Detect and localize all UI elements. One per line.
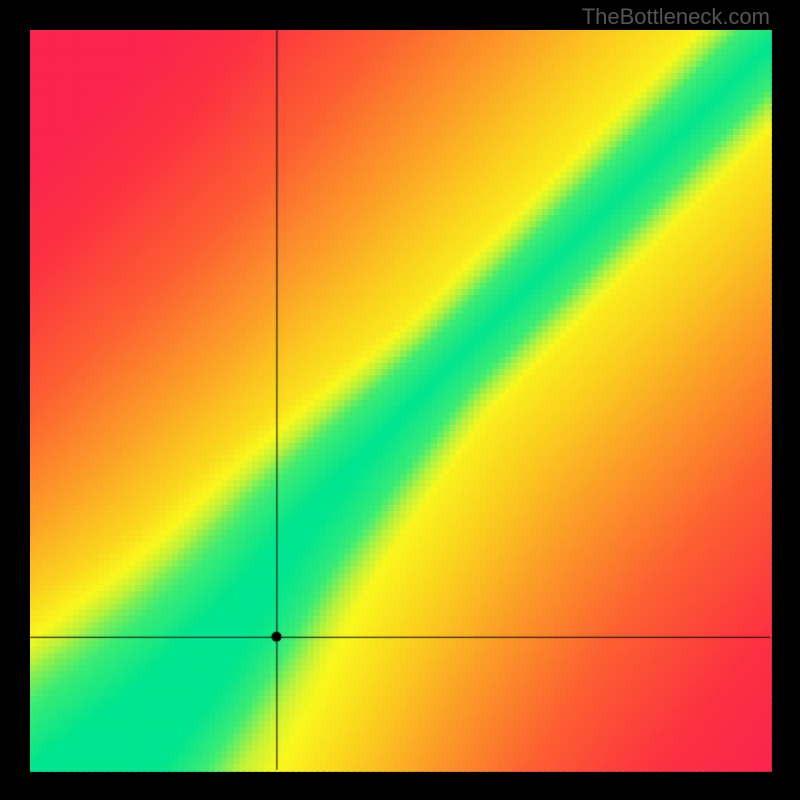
chart-container: TheBottleneck.com: [0, 0, 800, 800]
bottleneck-heatmap: [0, 0, 800, 800]
watermark-text: TheBottleneck.com: [582, 4, 770, 30]
